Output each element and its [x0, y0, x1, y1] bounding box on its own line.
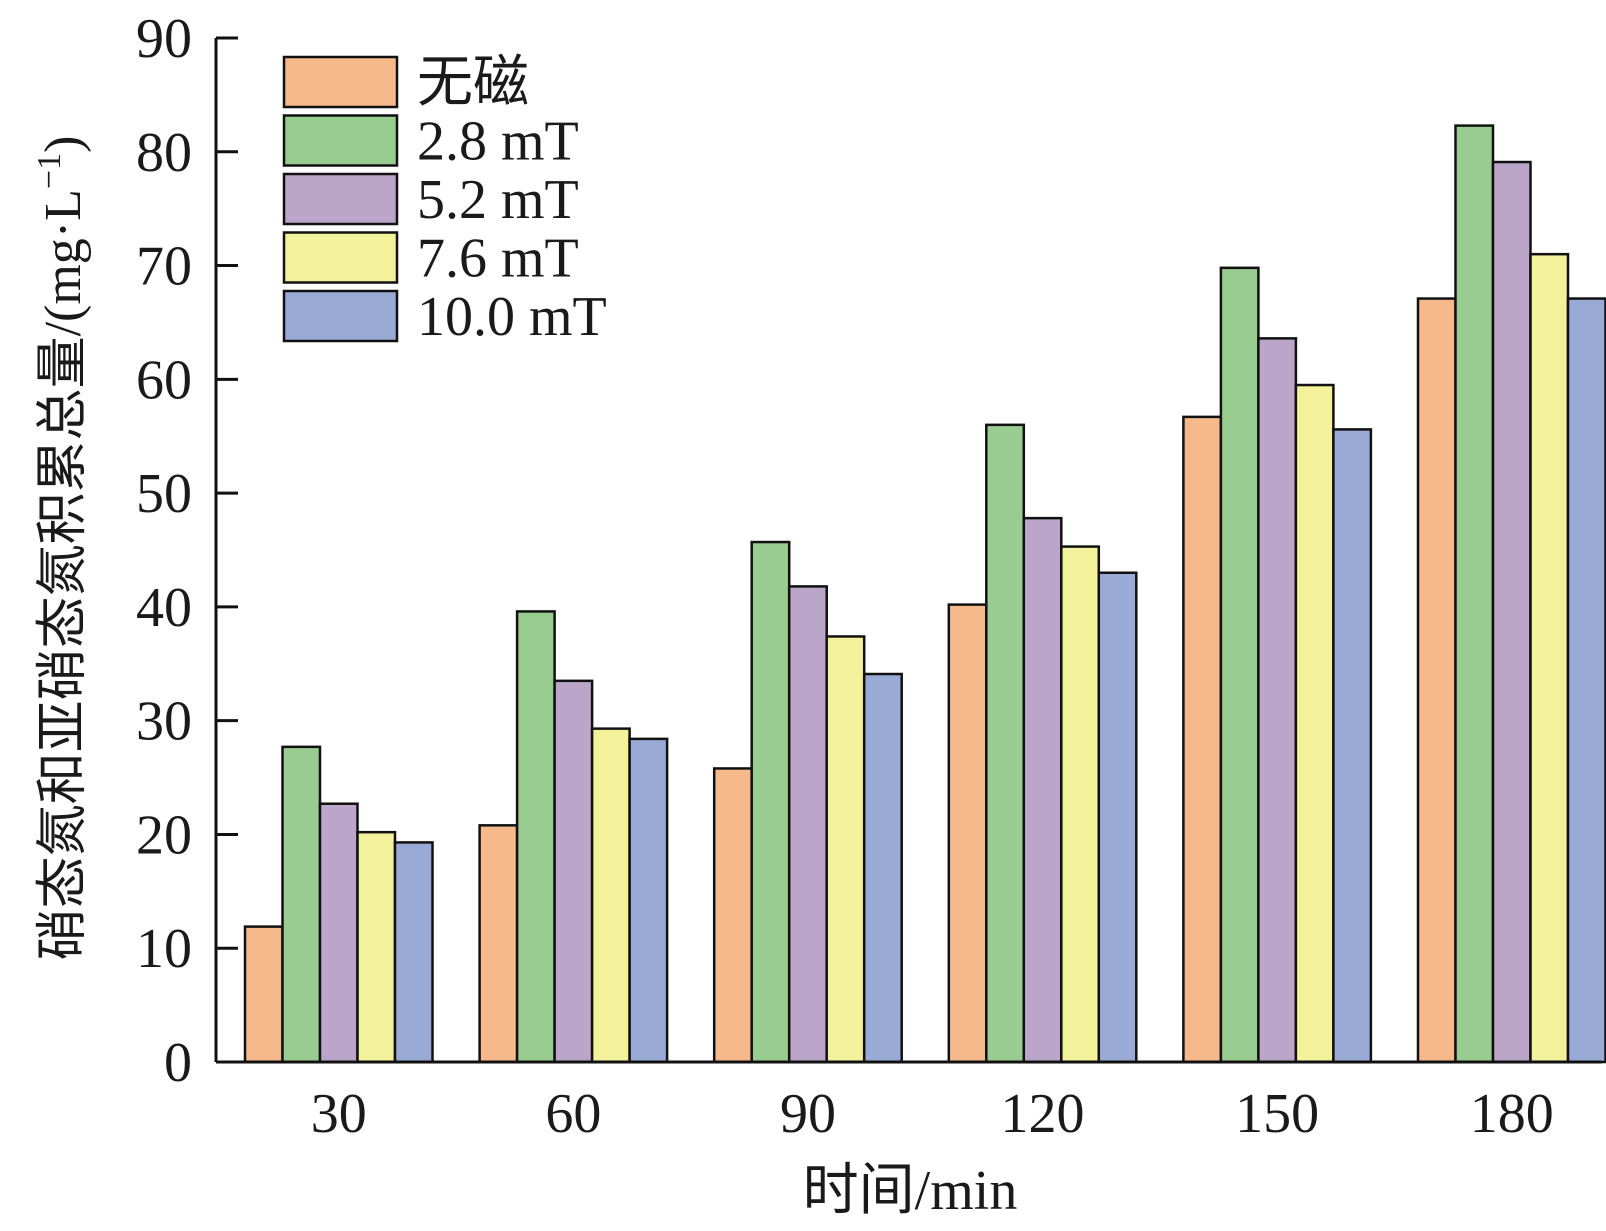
- x-axis-label: 时间/min: [803, 1160, 1018, 1222]
- x-tick-label: 150: [1235, 1083, 1319, 1145]
- legend-swatch: [282, 172, 399, 226]
- y-axis-label-main: 硝态氮和亚硝态氮积累总量/(mg·L: [35, 189, 92, 960]
- bar-5.2-mT-180: [1491, 160, 1532, 1064]
- bar-10.0-mT-60: [628, 737, 669, 1064]
- bar-2.8-mT-30: [281, 745, 322, 1064]
- x-tick-label: 30: [311, 1083, 367, 1145]
- y-axis-label-superscript: −1: [31, 153, 68, 189]
- bar-5.2-mT-120: [1022, 516, 1063, 1064]
- y-tick-label: 80: [136, 122, 192, 184]
- x-tick-label: 90: [780, 1083, 836, 1145]
- bar-2.8-mT-90: [750, 540, 791, 1064]
- bar-10.0-mT-30: [393, 841, 434, 1064]
- legend-swatch: [282, 231, 399, 284]
- y-tick-label: 30: [136, 691, 192, 753]
- legend-swatch: [282, 289, 399, 343]
- bar-7.6-mT-30: [356, 830, 397, 1064]
- bar-无磁-180: [1416, 297, 1457, 1064]
- bar-10.0-mT-120: [1097, 571, 1138, 1064]
- bar-2.8-mT-60: [515, 610, 556, 1064]
- x-tick-label: 120: [1001, 1083, 1085, 1145]
- legend-swatch: [282, 55, 399, 109]
- y-tick-label: 20: [136, 804, 192, 866]
- bar-10.0-mT-180: [1566, 297, 1606, 1064]
- legend-label: 5.2 mT: [417, 169, 579, 231]
- y-axis-label: 硝态氮和亚硝态氮积累总量/(mg·L−1): [31, 136, 92, 961]
- y-tick-label: 60: [136, 349, 192, 411]
- legend-swatch: [282, 114, 399, 167]
- bar-7.6-mT-90: [825, 635, 866, 1064]
- bar-7.6-mT-180: [1529, 252, 1570, 1064]
- y-tick-label: 70: [136, 236, 192, 298]
- bar-5.2-mT-150: [1257, 337, 1298, 1064]
- bar-7.6-mT-150: [1294, 383, 1335, 1064]
- y-tick-label: 0: [164, 1032, 192, 1094]
- legend-label: 无磁: [417, 52, 529, 114]
- legend-label: 10.0 mT: [417, 286, 607, 348]
- bars-group: [243, 124, 1606, 1064]
- bar-无磁-90: [712, 767, 753, 1064]
- bar-2.8-mT-180: [1454, 124, 1495, 1064]
- bar-无磁-150: [1182, 415, 1223, 1064]
- x-ticks-group: 30 60 90 120 150 180: [311, 1083, 1554, 1145]
- bar-2.8-mT-120: [985, 423, 1026, 1064]
- bar-无磁-30: [243, 925, 284, 1064]
- y-tick-label: 10: [136, 918, 192, 980]
- bar-10.0-mT-90: [862, 672, 903, 1064]
- axes-group: [214, 38, 1602, 1064]
- bar-7.6-mT-60: [590, 727, 631, 1064]
- bar-2.8-mT-150: [1219, 266, 1260, 1064]
- y-ticks-group: 0 10 20 30 40 50 60 70 80 90: [136, 8, 238, 1094]
- y-tick-label: 50: [136, 463, 192, 525]
- legend-label: 7.6 mT: [417, 228, 579, 290]
- bar-无磁-60: [478, 824, 519, 1064]
- y-axis-label-close: ): [35, 136, 92, 153]
- bar-5.2-mT-60: [553, 679, 594, 1064]
- bar-5.2-mT-30: [318, 802, 359, 1064]
- legend-label: 2.8 mT: [417, 111, 579, 173]
- bar-5.2-mT-90: [787, 585, 828, 1064]
- bar-无磁-120: [947, 603, 988, 1064]
- x-tick-label: 180: [1470, 1083, 1554, 1145]
- y-tick-label: 40: [136, 577, 192, 639]
- y-tick-label: 90: [136, 8, 192, 70]
- bar-10.0-mT-150: [1332, 428, 1373, 1064]
- x-tick-label: 60: [545, 1083, 601, 1145]
- bar-7.6-mT-120: [1060, 545, 1101, 1064]
